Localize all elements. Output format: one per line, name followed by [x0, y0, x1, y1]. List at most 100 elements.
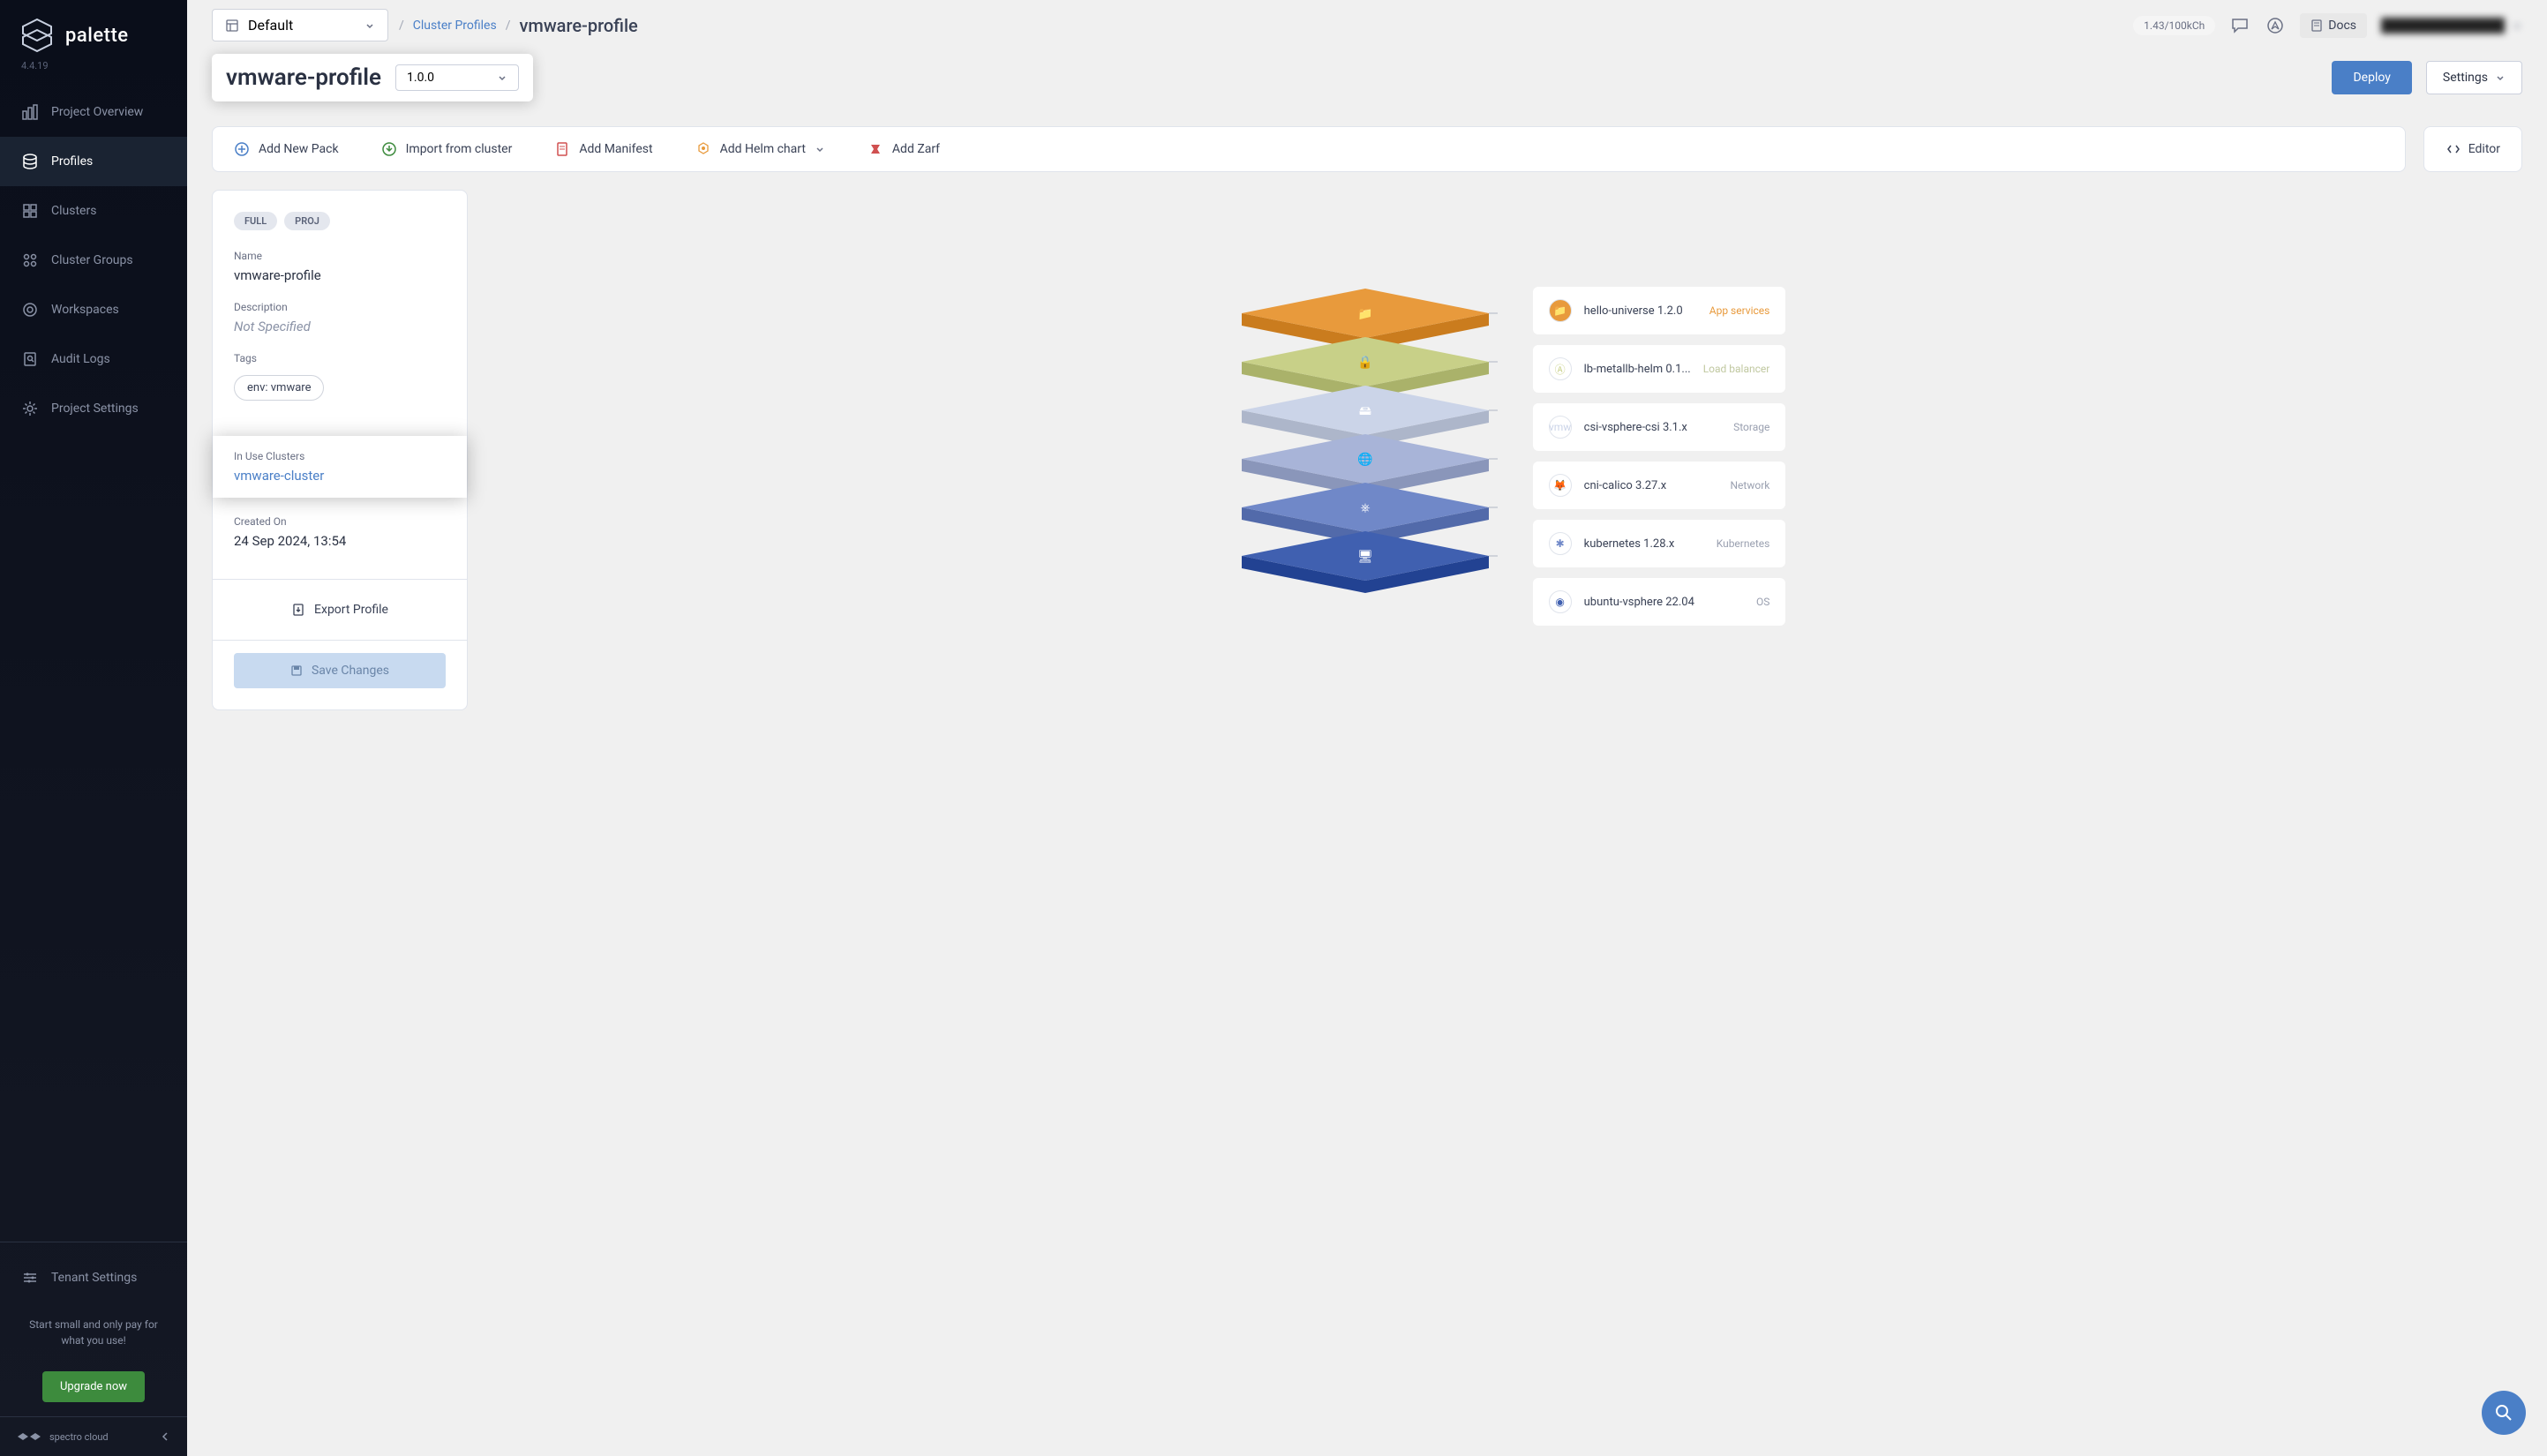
settings-icon	[21, 400, 39, 417]
editor-label: Editor	[2468, 142, 2500, 156]
project-selector[interactable]: Default	[212, 9, 388, 41]
field-label: Created On	[234, 515, 446, 528]
export-label: Export Profile	[314, 603, 388, 617]
editor-button[interactable]: Editor	[2423, 126, 2522, 172]
helm-icon	[695, 141, 711, 157]
breadcrumb-sep: /	[506, 19, 511, 33]
upgrade-button[interactable]: Upgrade now	[42, 1371, 145, 1402]
field-label: Description	[234, 301, 446, 313]
collapse-icon[interactable]	[159, 1430, 171, 1443]
save-button[interactable]: Save Changes	[234, 653, 446, 688]
settings-button[interactable]: Settings	[2426, 61, 2522, 94]
layer-type: App services	[1709, 304, 1770, 317]
nav-label: Project Settings	[51, 402, 139, 416]
field-name: Name vmware-profile	[234, 250, 446, 283]
breadcrumb-sep: /	[399, 19, 404, 33]
layer-item[interactable]: Ⓐ lb-metallb-helm 0.1... Load balancer	[1533, 345, 1786, 393]
layer-item[interactable]: 📁 hello-universe 1.2.0 App services	[1533, 287, 1786, 334]
tool-label: Add Manifest	[579, 142, 652, 156]
add-pack-button[interactable]: Add New Pack	[213, 127, 360, 171]
deploy-button[interactable]: Deploy	[2332, 61, 2411, 94]
nav-cluster-groups[interactable]: Cluster Groups	[0, 236, 187, 285]
tool-label: Add Helm chart	[720, 142, 806, 156]
viz-area: 📁🔒🖴🌐⎈🖥 📁 hello-universe 1.2.0 App servic…	[496, 190, 2522, 1456]
nav-workspaces[interactable]: Workspaces	[0, 285, 187, 334]
field-value: Not Specified	[234, 319, 446, 334]
layer-type: Network	[1730, 479, 1769, 492]
breadcrumb-link[interactable]: Cluster Profiles	[413, 19, 497, 33]
nav-project-overview[interactable]: Project Overview	[0, 87, 187, 137]
detail-divider	[213, 579, 467, 580]
project-icon	[225, 19, 239, 33]
docs-button[interactable]: Docs	[2300, 13, 2367, 38]
import-icon	[381, 141, 397, 157]
nav-clusters[interactable]: Clusters	[0, 186, 187, 236]
save-icon	[290, 664, 303, 677]
tool-label: Add Zarf	[892, 142, 940, 156]
layer-item[interactable]: ◉ ubuntu-vsphere 22.04 OS	[1533, 578, 1786, 626]
cluster-link[interactable]: vmware-cluster	[234, 468, 446, 484]
layer-type: Load balancer	[1703, 363, 1770, 375]
nav-label: Audit Logs	[51, 352, 110, 366]
layer-list: 📁 hello-universe 1.2.0 App services Ⓐ lb…	[1533, 287, 1786, 626]
logo-text: palette	[65, 25, 129, 47]
audit-icon	[21, 350, 39, 368]
nav-profiles[interactable]: Profiles	[0, 137, 187, 186]
help-fab[interactable]	[2482, 1391, 2526, 1435]
main-content: Default / Cluster Profiles / vmware-prof…	[187, 0, 2547, 1456]
in-use-section: In Use Clusters vmware-cluster	[213, 436, 467, 498]
svg-text:📁: 📁	[1357, 307, 1372, 321]
chat-icon[interactable]	[2229, 15, 2250, 36]
user-name-blurred	[2381, 18, 2505, 34]
nav-label: Project Overview	[51, 105, 143, 119]
detail-card: FULL PROJ Name vmware-profile Descriptio…	[212, 190, 468, 710]
toolbar: Add New Pack Import from cluster Add Man…	[212, 126, 2406, 172]
layer-icon: 🦊	[1549, 474, 1572, 497]
tool-label: Import from cluster	[406, 142, 513, 156]
export-icon	[291, 603, 305, 617]
add-helm-button[interactable]: Add Helm chart	[674, 127, 846, 171]
badge-proj: PROJ	[284, 212, 330, 230]
spectro-icon	[16, 1430, 42, 1444]
field-description: Description Not Specified	[234, 301, 446, 334]
chevron-down-icon	[2512, 20, 2522, 31]
top-bar: Default / Cluster Profiles / vmware-prof…	[187, 0, 2547, 50]
layer-name: csi-vsphere-csi 3.1.x	[1584, 421, 1687, 434]
cluster-groups-icon	[21, 251, 39, 269]
chevron-down-icon	[364, 20, 375, 31]
svg-text:🖴: 🖴	[1359, 404, 1371, 418]
export-button[interactable]: Export Profile	[234, 592, 446, 627]
svg-text:🔒: 🔒	[1357, 356, 1372, 370]
content-area: FULL PROJ Name vmware-profile Descriptio…	[187, 190, 2547, 1456]
layer-item[interactable]: 🦊 cni-calico 3.27.x Network	[1533, 462, 1786, 509]
nav-audit-logs[interactable]: Audit Logs	[0, 334, 187, 384]
nav-label: Tenant Settings	[51, 1271, 137, 1285]
breadcrumb: / Cluster Profiles / vmware-profile	[399, 15, 638, 36]
nav-label: Workspaces	[51, 303, 119, 317]
manifest-icon	[554, 141, 570, 157]
layer-item[interactable]: vmw csi-vsphere-csi 3.1.x Storage	[1533, 403, 1786, 451]
version-select[interactable]: 1.0.0	[395, 64, 519, 91]
layer-item[interactable]: ✱ kubernetes 1.28.x Kubernetes	[1533, 520, 1786, 567]
nav-label: Cluster Groups	[51, 253, 133, 267]
title-highlight: vmware-profile 1.0.0	[212, 54, 533, 101]
profile-title: vmware-profile	[226, 64, 381, 91]
nav-label: Clusters	[51, 204, 96, 218]
title-row: vmware-profile 1.0.0 Deploy Settings	[187, 50, 2547, 114]
svg-text:⎈: ⎈	[1360, 501, 1370, 515]
import-cluster-button[interactable]: Import from cluster	[360, 127, 534, 171]
project-name: Default	[248, 17, 293, 34]
nav-list: Project Overview Profiles Clusters Clust…	[0, 87, 187, 1231]
docs-label: Docs	[2328, 19, 2356, 33]
add-zarf-button[interactable]: Add Zarf	[846, 127, 961, 171]
nav-project-settings[interactable]: Project Settings	[0, 384, 187, 433]
version-value: 1.0.0	[407, 71, 434, 85]
compass-icon[interactable]	[2265, 15, 2286, 36]
layer-name: cni-calico 3.27.x	[1584, 479, 1667, 492]
tenant-settings-icon	[21, 1269, 39, 1287]
search-icon	[2493, 1402, 2514, 1423]
layer-icon: 📁	[1549, 299, 1572, 322]
user-menu[interactable]	[2381, 18, 2522, 34]
add-manifest-button[interactable]: Add Manifest	[533, 127, 673, 171]
nav-tenant-settings[interactable]: Tenant Settings	[0, 1253, 187, 1302]
